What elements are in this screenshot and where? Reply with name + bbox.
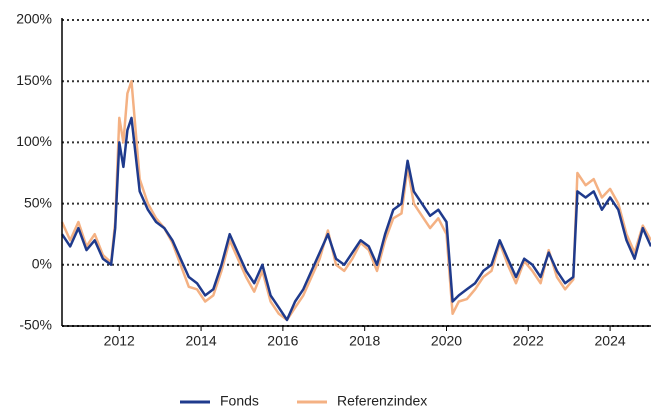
- x-tick-label: 2022: [513, 333, 544, 349]
- y-tick-label: 200%: [16, 11, 52, 27]
- x-tick-label: 2020: [431, 333, 462, 349]
- x-tick-label: 2024: [595, 333, 626, 349]
- x-tick-label: 2018: [349, 333, 380, 349]
- series-line: [60, 79, 651, 322]
- y-tick-label: 0%: [32, 256, 52, 272]
- x-tick-label: 2016: [267, 333, 298, 349]
- series-line: [60, 116, 651, 322]
- x-tick-label: 2014: [185, 333, 216, 349]
- y-tick-label: 50%: [24, 194, 52, 210]
- y-tick-label: 100%: [16, 133, 52, 149]
- y-tick-label: 150%: [16, 72, 52, 88]
- legend-label: Fonds: [220, 393, 259, 409]
- x-tick-label: 2012: [104, 333, 135, 349]
- legend-label: Referenzindex: [337, 393, 427, 409]
- y-tick-label: -50%: [19, 317, 52, 333]
